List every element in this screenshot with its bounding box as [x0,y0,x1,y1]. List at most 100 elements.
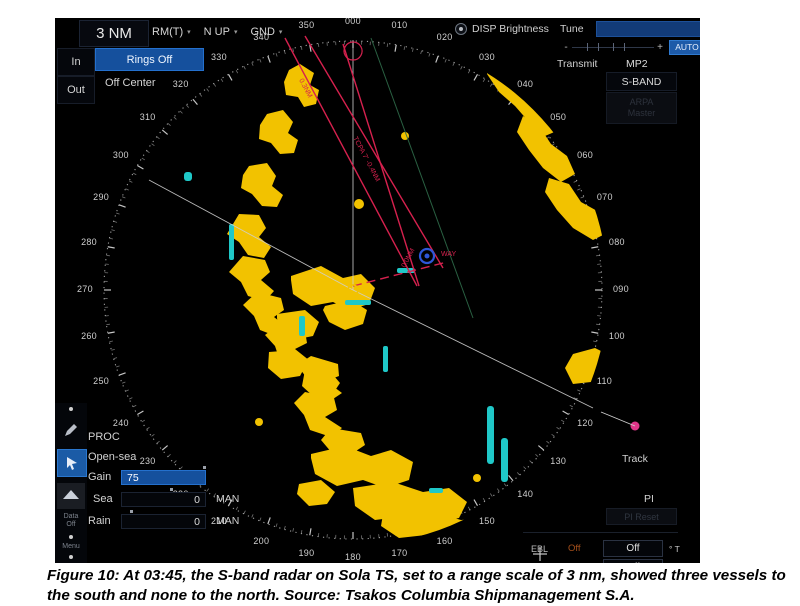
disp-brightness-label: DISP Brightness [472,23,549,35]
ebl-label: EBL [531,544,549,554]
proc-title: PROC [88,431,120,443]
bearing-label-350: 350 [298,20,315,31]
bearing-label-030: 030 [479,51,495,62]
mode-motion-label: RM(T) [152,26,184,38]
divider [523,532,678,533]
rain-value[interactable]: 0 [121,514,206,529]
rain-row[interactable]: Rain 0 MAN [88,510,278,531]
bearing-label-070: 070 [596,192,613,203]
bearing-label-090: 090 [613,284,629,294]
range-scale-value: 3 NM [96,25,132,42]
bearing-label-300: 300 [112,150,129,160]
chevron-down-icon: ▾ [187,28,191,36]
bearing-label-150: 150 [479,516,495,527]
bearing-label-040: 040 [517,78,534,89]
bearing-label-120: 120 [577,418,594,428]
minus-icon[interactable]: - [564,41,568,53]
bearing-label-230: 230 [139,456,156,467]
sea-label: Sea [93,493,113,505]
bearing-label-000: 000 [345,18,361,26]
home-icon[interactable] [57,483,85,509]
pi-reset-button[interactable]: PI Reset [606,508,677,525]
range-out-button[interactable]: Out [57,76,95,104]
arpa-master-label: Master [627,108,656,118]
bearing-label-290: 290 [93,192,110,203]
index-line-green [370,37,474,319]
radar-console: 0.3NM TCPA 7' -0.4NM 0.0NM WAY 000 010 020… [55,18,700,563]
proc-mode[interactable]: Open-sea [88,451,137,463]
target-markers [347,247,640,431]
sea-value[interactable]: 0 [121,492,206,507]
top-bar: 3 NM RM(T) ▾ N UP ▾ GND ▾ DISP Brightnes [55,18,700,124]
pencil-icon[interactable] [57,417,85,443]
tune-bar[interactable] [596,21,700,37]
mode-stabilisation[interactable]: GND ▾ [250,26,282,38]
mode-orientation[interactable]: N UP ▾ [204,26,238,38]
bearing-label-190: 190 [298,547,315,558]
ebl-state[interactable]: Off [568,543,581,554]
figure-caption: Figure 10: At 03:45, the S-band radar on… [47,567,786,604]
chevron-down-icon: ▾ [233,28,238,36]
plus-icon[interactable]: + [657,41,663,53]
bearing-label-180: 180 [345,552,361,562]
menu-label[interactable]: Menu [62,543,80,550]
auto-tune-button[interactable]: AUTO [669,39,700,55]
chevron-down-icon: ▾ [278,28,283,36]
tune-slider-track[interactable] [572,43,654,51]
arpa-master-indicator: ARPA Master [606,92,677,124]
bearing-label-080: 080 [608,237,625,248]
vrm-value[interactable]: Off [603,559,663,563]
bearing-label-200: 200 [253,535,270,546]
gain-value[interactable]: 75 [121,470,206,485]
transmit-label[interactable]: Transmit [557,58,598,70]
bearing-label-250: 250 [93,375,110,386]
gain-row[interactable]: Gain 75 [88,466,248,487]
rain-label: Rain [88,515,111,527]
bearing-label-160: 160 [436,535,453,546]
bearing-label-130: 130 [550,456,567,467]
bearing-label-050: 050 [550,111,567,122]
gain-label: Gain [88,471,112,483]
bearing-label-280: 280 [81,237,97,248]
svg-text:WAY: WAY [441,251,456,258]
range-scale-button[interactable]: 3 NM [79,20,149,47]
bearing-label-100: 100 [608,330,625,341]
bearing-label-310: 310 [139,111,156,122]
rail-led-3 [69,555,73,559]
bearing-label-240: 240 [112,418,129,428]
data-off-line2: Off [66,521,76,528]
pi-lines [284,35,448,287]
target-blue [418,247,436,265]
vrm-state[interactable]: Off [568,562,581,563]
band-indicator: S-BAND [606,72,677,91]
cursor-crosshair-icon [533,547,547,561]
rain-mode[interactable]: MAN [216,515,240,527]
arpa-label: ARPA [629,97,654,107]
rings-off-button[interactable]: Rings Off [95,48,204,71]
sea-row[interactable]: Sea 0 MAN [88,488,278,509]
ebl-value[interactable]: Off [603,540,663,557]
bearing-label-110: 110 [596,375,613,386]
off-center-button[interactable]: Off Center [105,77,156,89]
rail-led [69,407,73,411]
bearing-label-010: 010 [391,20,408,31]
data-off-label[interactable]: Data Off [55,513,87,529]
tune-slider-row[interactable]: - + AUTO [560,39,700,55]
bearing-label-020: 020 [436,32,453,43]
tune-label: Tune [560,23,584,35]
track-label[interactable]: Track [622,453,648,465]
bearing-label-210: 210 [211,516,227,527]
brightness-icon [455,23,467,35]
tool-rail: Data Off Menu [55,403,87,563]
bearing-label-340: 340 [253,32,270,43]
range-in-button[interactable]: In [57,48,95,76]
sea-mode[interactable]: MAN [216,493,240,505]
pi-label: PI [644,493,654,505]
rail-led-2 [69,535,73,539]
cursor-icon[interactable] [57,449,87,477]
pulse-mode-label: MP2 [626,58,648,70]
mode-motion[interactable]: RM(T) ▾ [152,26,191,38]
disp-brightness-control[interactable]: DISP Brightness [455,23,549,35]
bearing-label-270: 270 [77,284,93,294]
